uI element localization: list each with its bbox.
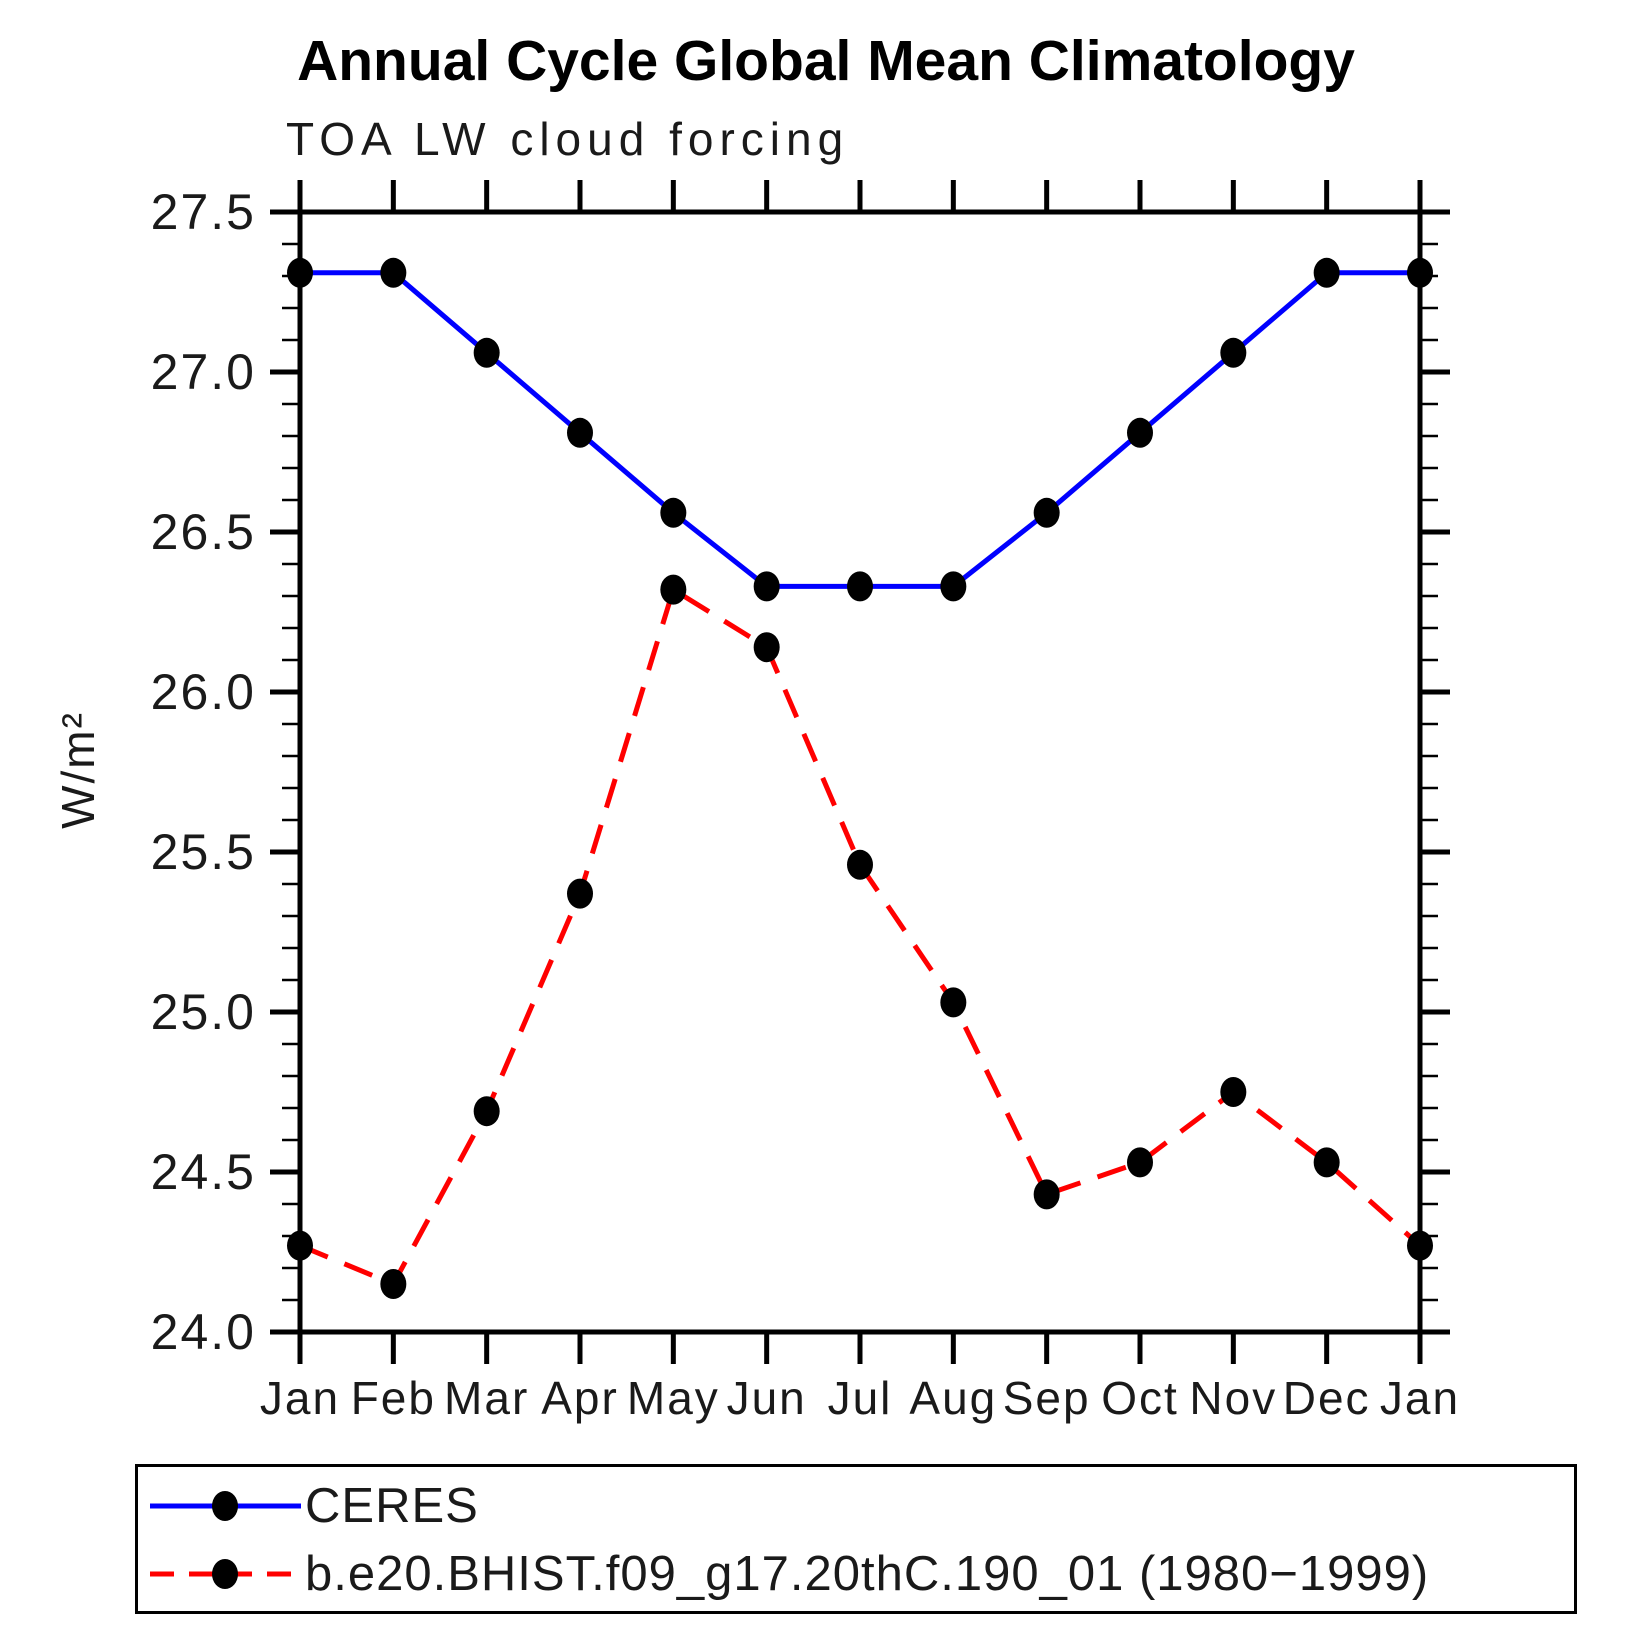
data-point-marker	[1220, 1077, 1247, 1107]
data-point-marker	[1407, 1230, 1433, 1261]
x-axis-tick-label: Feb	[351, 1372, 436, 1424]
x-axis-tick-label: Nov	[1189, 1372, 1277, 1424]
y-axis-tick-label: 26.5	[151, 504, 256, 560]
data-point-marker	[380, 257, 407, 288]
x-axis-tick-label: Jan	[260, 1372, 340, 1424]
x-axis-tick-label: Jul	[828, 1372, 893, 1424]
data-point-marker	[1313, 257, 1340, 288]
legend-item-model: b.e20.BHIST.f09_g17.20thC.190_01 (1980−1…	[148, 1547, 1430, 1601]
x-axis-tick-label: Jan	[1380, 1372, 1460, 1424]
data-point-marker	[473, 1096, 500, 1127]
y-axis-tick-label: 25.0	[151, 984, 256, 1040]
data-point-marker	[940, 571, 967, 602]
data-point-marker	[567, 417, 593, 448]
y-axis-tick-label: 27.5	[151, 184, 256, 240]
data-point-marker	[753, 571, 780, 602]
data-point-marker	[1220, 337, 1247, 368]
legend-item-ceres: CERES	[148, 1479, 479, 1533]
legend-line-model	[150, 1559, 301, 1589]
y-axis-tick-label: 24.5	[151, 1144, 256, 1200]
data-point-marker	[380, 1269, 407, 1299]
data-point-marker	[940, 987, 967, 1018]
x-axis-tick-label: May	[627, 1372, 720, 1424]
chart-title: Annual Cycle Global Mean Climatology	[297, 29, 1355, 93]
data-point-marker	[1127, 1147, 1153, 1178]
legend-box: CERES b.e20.BHIST.f09_g17.20thC.190_01 (…	[135, 1464, 1577, 1614]
y-axis-tick-label: 24.0	[151, 1304, 256, 1360]
x-axis-tick-label: Aug	[909, 1372, 997, 1424]
x-axis-tick-label: Dec	[1283, 1372, 1371, 1424]
data-point-marker	[660, 574, 687, 605]
legend-label-model: b.e20.BHIST.f09_g17.20thC.190_01 (1980−1…	[305, 1547, 1430, 1601]
series-line-0	[300, 270, 1420, 589]
x-axis-tick-label: Sep	[1003, 1372, 1091, 1424]
legend-line-ceres	[150, 1491, 301, 1521]
axis-frame	[297, 209, 1423, 1335]
legend-label-ceres: CERES	[305, 1479, 479, 1533]
data-point-marker	[1033, 497, 1060, 528]
x-axis-tick-label: Oct	[1101, 1372, 1179, 1424]
y-axis-tick-label: 26.0	[151, 664, 256, 720]
data-point-marker	[847, 849, 873, 880]
series-line-1	[299, 587, 1422, 1287]
x-axis-tick-label: Jun	[727, 1372, 807, 1424]
data-point-marker	[287, 1230, 313, 1261]
x-axis-tick-label: Apr	[541, 1372, 619, 1424]
data-point-marker	[287, 257, 313, 288]
data-point-marker	[1313, 1147, 1340, 1178]
data-point-marker	[1127, 417, 1153, 448]
data-point-marker	[567, 878, 593, 909]
chart-subtitle: TOA LW cloud forcing	[286, 113, 850, 165]
data-point-marker	[847, 571, 873, 602]
data-point-marker	[1033, 1179, 1060, 1210]
data-point-marker	[473, 337, 500, 368]
data-point-marker	[660, 497, 687, 528]
data-point-marker	[1407, 257, 1433, 288]
data-point-marker	[753, 632, 780, 663]
y-axis-tick-label: 27.0	[151, 344, 256, 400]
x-axis-tick-label: Mar	[444, 1372, 529, 1424]
y-axis-tick-label: 25.5	[151, 824, 256, 880]
